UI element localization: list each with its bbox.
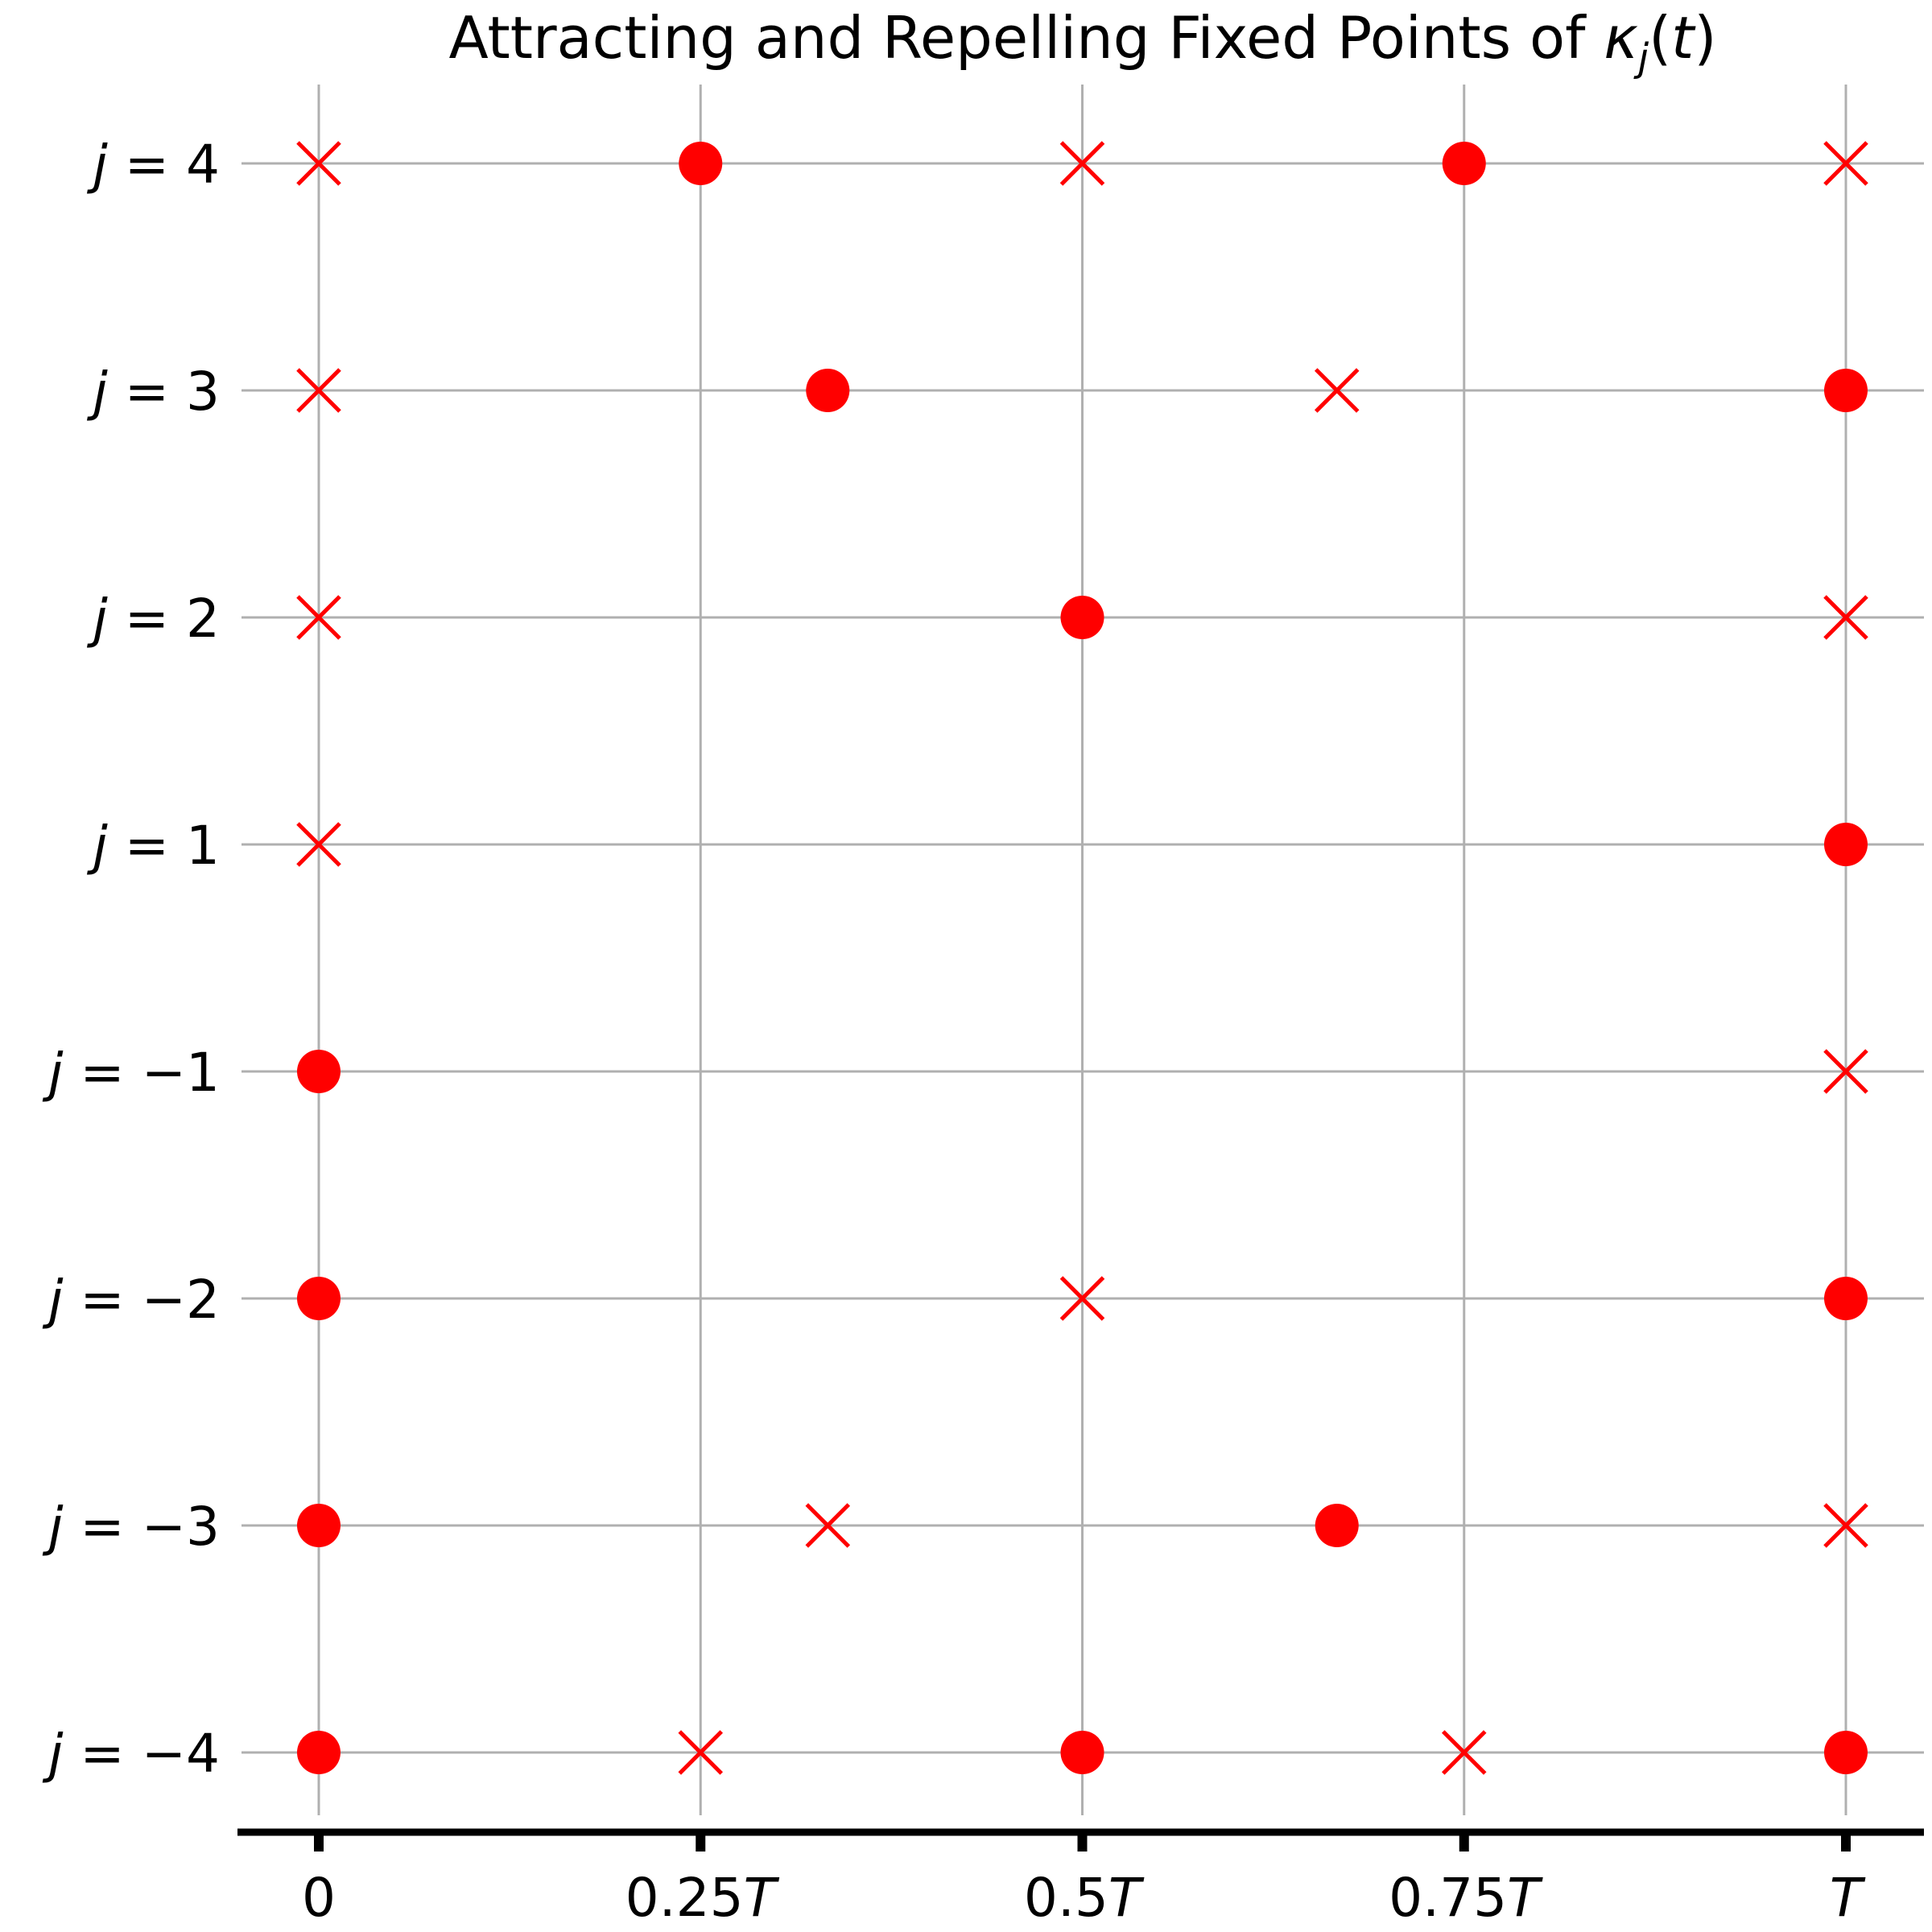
title-paren-open: ( (1649, 4, 1671, 72)
attracting-point-6 (297, 1050, 341, 1093)
chart-title: Attracting and Repelling Fixed Points of… (449, 4, 1717, 80)
attracting-point-13 (1824, 1731, 1868, 1774)
repelling-point-5 (296, 595, 341, 640)
repelling-point-3 (296, 368, 341, 413)
data-markers (296, 141, 1868, 1775)
repelling-point-2 (1823, 141, 1868, 186)
y-tick-label-3: j = 1 (86, 815, 220, 877)
repelling-point-7 (296, 822, 341, 867)
y-tick-label-7: j = −4 (42, 1723, 220, 1785)
x-tick-labels: 0 0.25T 0.5T 0.75T T (302, 1867, 1866, 1929)
grid-lines (242, 85, 1924, 1815)
attracting-point-9 (297, 1504, 341, 1547)
repelling-point-4 (1314, 368, 1360, 413)
attracting-point-12 (1060, 1731, 1104, 1774)
repelling-point-6 (1823, 595, 1868, 640)
attracting-point-4 (1060, 596, 1104, 639)
y-tick-label-2: j = 2 (86, 588, 220, 650)
x-tick-label-0: 0 (302, 1867, 336, 1929)
repelling-point-0 (296, 141, 341, 186)
repelling-point-9 (1059, 1276, 1105, 1321)
x-tick-label-2: 0.5T (1024, 1867, 1145, 1929)
y-tick-label-1: j = 3 (86, 361, 220, 423)
attracting-point-8 (1824, 1277, 1868, 1320)
x-axis (237, 1828, 1924, 1852)
repelling-point-13 (1441, 1730, 1487, 1775)
repelling-point-12 (678, 1730, 724, 1775)
repelling-point-1 (1059, 141, 1105, 186)
y-tick-labels: j = 4 j = 3 j = 2 j = 1 j = −1 j = −2 j = −3 j … (42, 134, 220, 1785)
attracting-point-3 (1824, 369, 1868, 412)
attracting-point-1 (1442, 142, 1486, 185)
attracting-point-10 (1315, 1504, 1359, 1547)
attracting-point-2 (806, 369, 850, 412)
title-prefix: Attracting and Repelling Fixed Points of (449, 4, 1604, 72)
attracting-point-7 (297, 1277, 341, 1320)
attracting-point-11 (297, 1731, 341, 1774)
x-tick-label-1: 0.25T (625, 1867, 780, 1929)
y-tick-label-6: j = −3 (42, 1496, 220, 1558)
y-tick-label-0: j = 4 (86, 134, 220, 196)
attracting-point-0 (679, 142, 723, 185)
y-tick-label-4: j = −1 (42, 1042, 220, 1104)
x-tick-label-3: 0.75T (1389, 1867, 1543, 1929)
title-symbol: κ (1604, 4, 1638, 72)
repelling-point-8 (1823, 1049, 1868, 1094)
y-tick-label-5: j = −2 (42, 1269, 220, 1331)
title-paren-close: ) (1694, 4, 1716, 72)
attracting-point-5 (1824, 823, 1868, 866)
repelling-point-10 (805, 1503, 851, 1548)
title-variable: t (1671, 4, 1696, 72)
repelling-point-11 (1823, 1503, 1868, 1548)
x-tick-label-4: T (1830, 1867, 1866, 1929)
